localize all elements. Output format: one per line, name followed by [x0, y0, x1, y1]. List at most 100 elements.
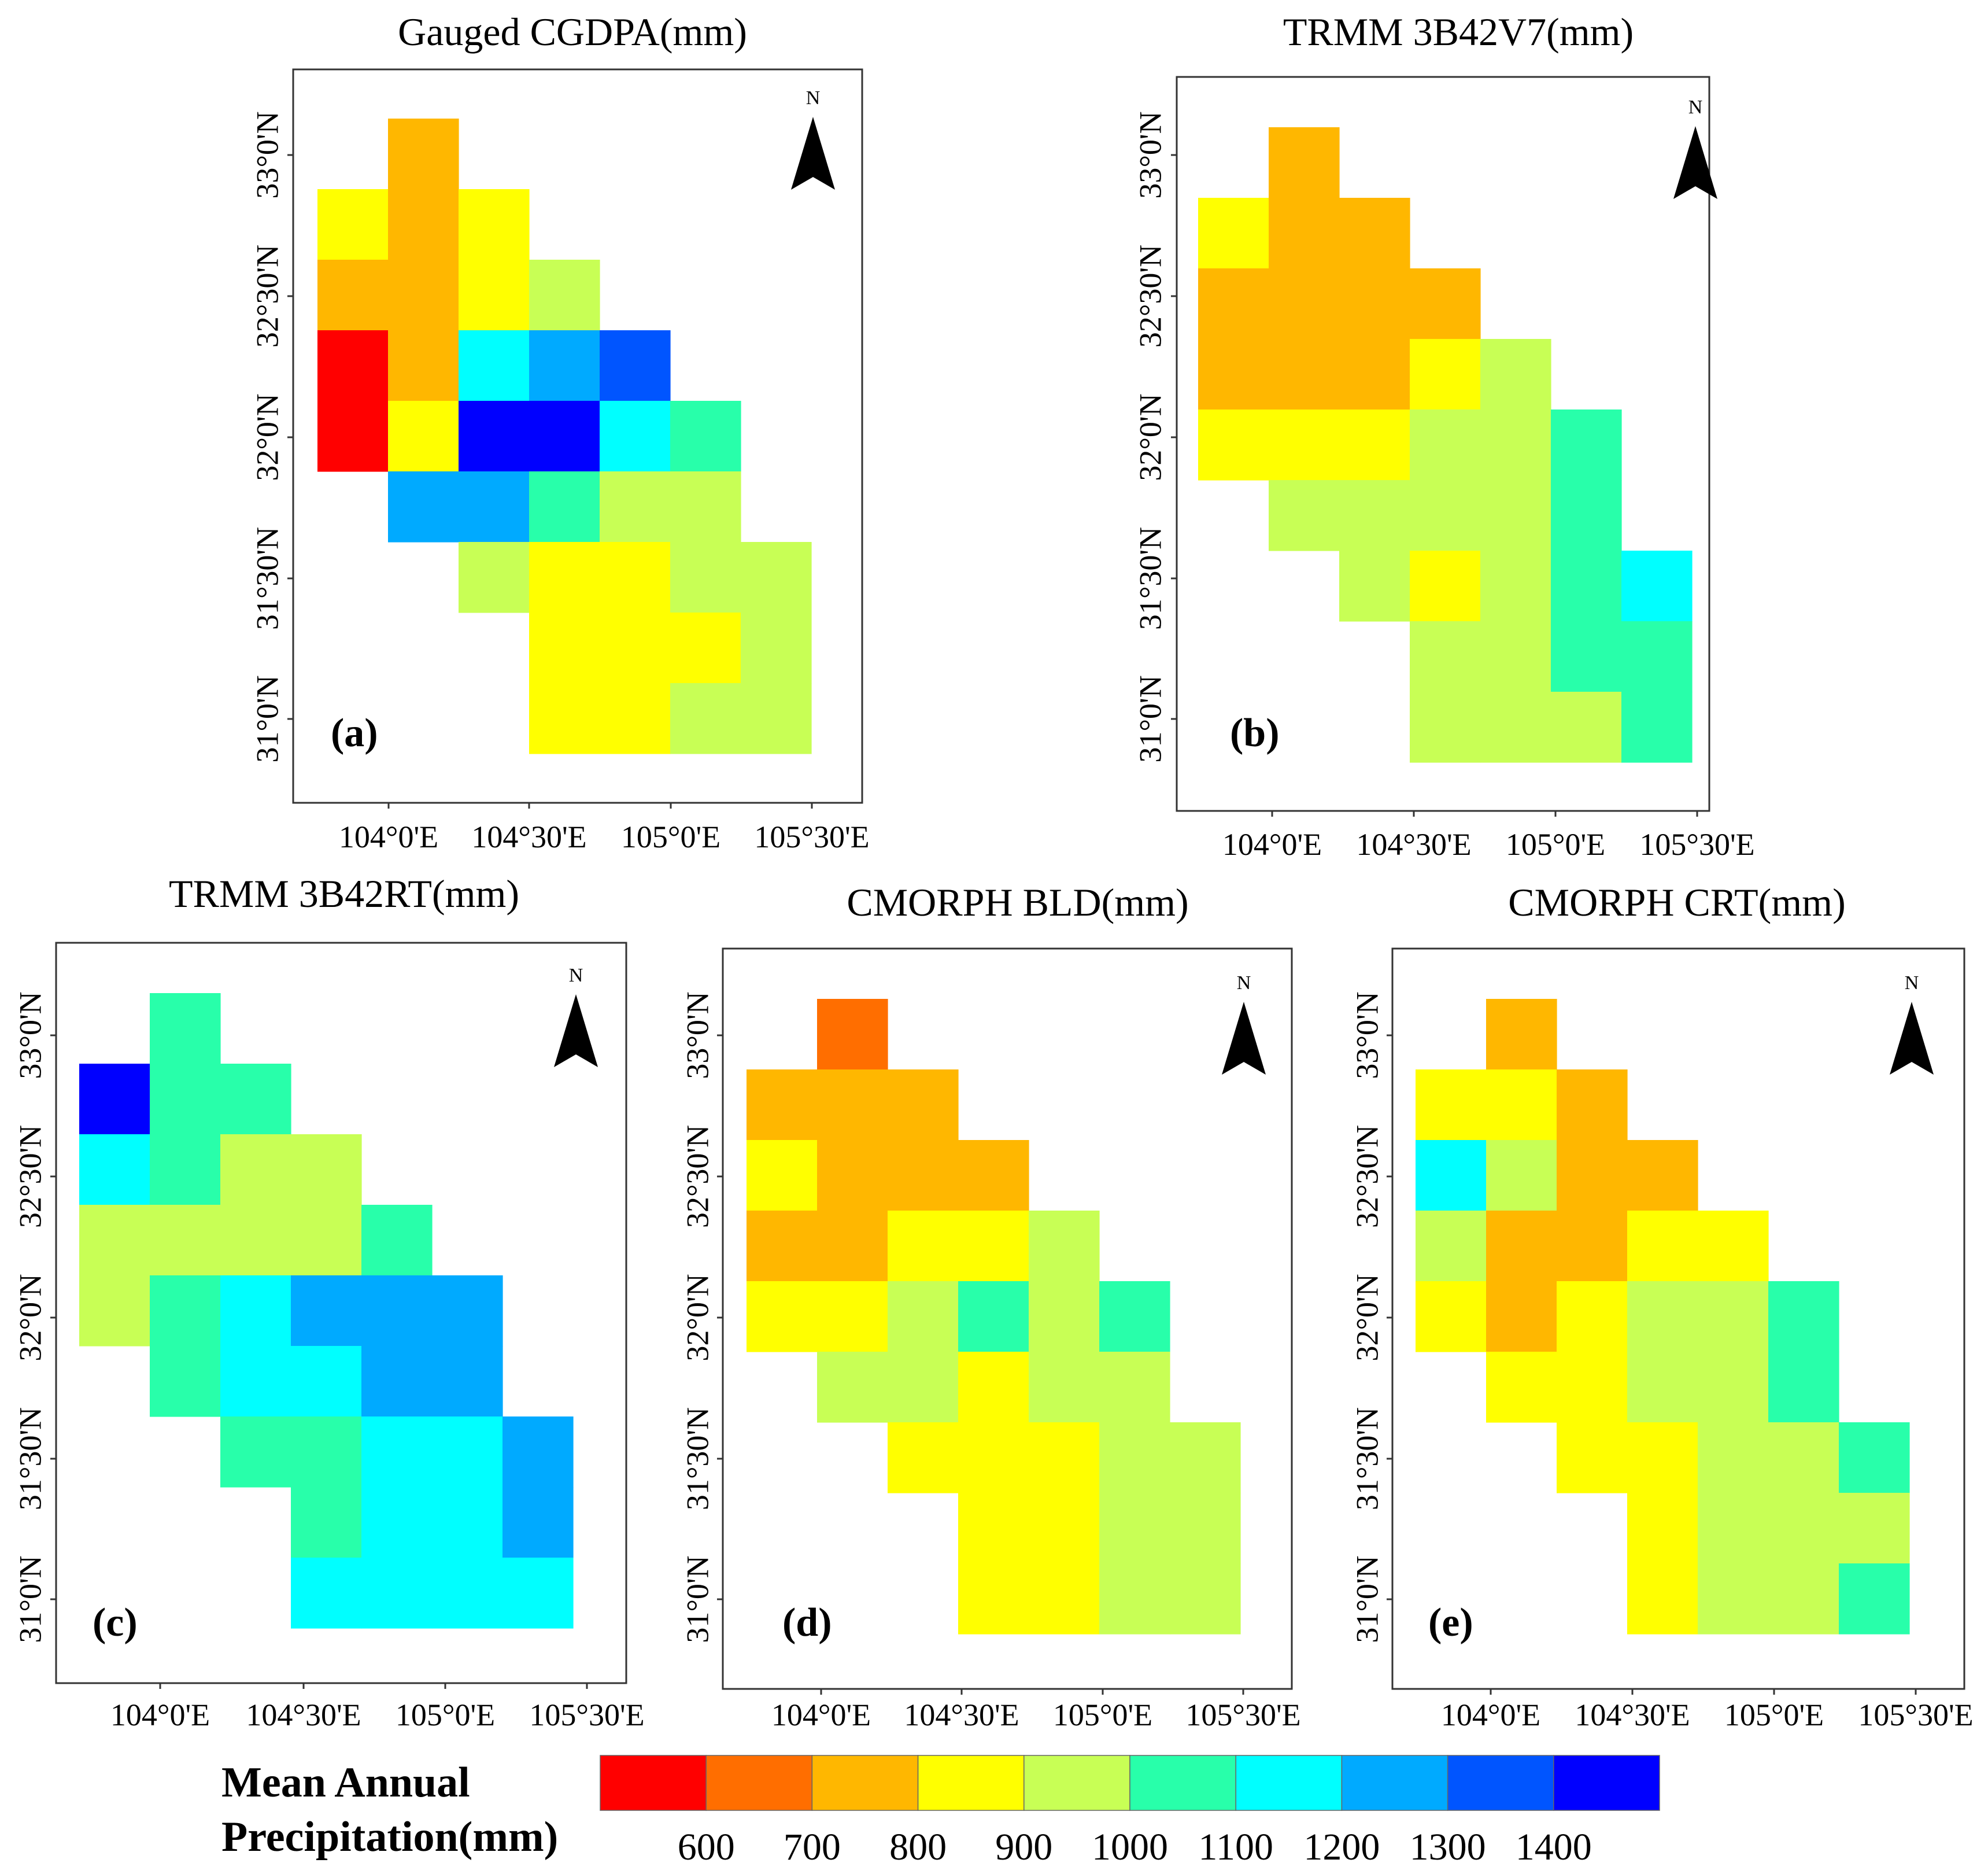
y-tick-label: 31°30'N [680, 1407, 715, 1510]
grid-cell [1557, 1211, 1628, 1282]
grid-cell [388, 471, 459, 543]
grid-cell [1410, 410, 1481, 481]
x-tick-label: 104°30'E [246, 1698, 361, 1732]
grid-cell [670, 471, 741, 543]
grid-cell [1410, 268, 1481, 340]
legend: Mean Annual Precipitation(mm) 600 700 800 900… [221, 1755, 1660, 1868]
grid-cell [317, 189, 389, 260]
grid-cell [670, 542, 741, 613]
legend-label: 900 [995, 1826, 1052, 1868]
legend-title-line1: Mean Annual [221, 1759, 470, 1806]
y-tick-label: 33°0'N [680, 991, 715, 1079]
map-panel-d: CMORPH BLD(mm) 104°0'E 104°30'E 105°0'E 105°… [680, 880, 1300, 1732]
x-tick-label: 104°0'E [339, 820, 438, 854]
grid-cell [1768, 1493, 1839, 1564]
grid-cell [888, 1281, 959, 1352]
x-tick-label: 105°0'E [1053, 1698, 1152, 1732]
grid-cell [1416, 1211, 1487, 1282]
panel-tag: (d) [782, 1600, 832, 1645]
grid-cell [150, 993, 221, 1064]
grid-cell [1198, 410, 1269, 481]
grid-cell [958, 1422, 1029, 1493]
grid-cell [1099, 1281, 1170, 1352]
grid-cell [1768, 1563, 1839, 1635]
grid-cell [1486, 1281, 1557, 1352]
grid-cell [1557, 1422, 1628, 1493]
y-tick-label: 33°0'N [13, 991, 47, 1079]
grid-cell [361, 1487, 433, 1558]
precipitation-grid [79, 993, 574, 1629]
y-tick-label: 32°30'N [680, 1125, 715, 1228]
grid-cell [317, 260, 389, 331]
y-tick-label: 32°0'N [1350, 1274, 1384, 1361]
grid-cell [1269, 410, 1340, 481]
grid-cell [291, 1205, 362, 1276]
grid-cell [600, 613, 671, 684]
y-tick-label: 31°30'N [13, 1407, 47, 1510]
y-tick-label: 33°0'N [1133, 111, 1167, 198]
panel-tag: (a) [331, 711, 378, 755]
grid-cell [1269, 339, 1340, 410]
grid-cell [1480, 551, 1551, 622]
grid-cell [1627, 1281, 1698, 1352]
grid-cell [150, 1275, 221, 1347]
grid-cell [600, 330, 671, 401]
y-tick-label: 32°0'N [1133, 393, 1167, 481]
grid-cell [1416, 1069, 1487, 1141]
grid-cell [958, 1563, 1029, 1635]
grid-cell [888, 1069, 959, 1141]
x-tick-label: 104°30'E [904, 1698, 1019, 1732]
north-arrow-icon: N [791, 87, 835, 190]
grid-cell [1480, 621, 1551, 692]
x-tick-label: 104°0'E [1441, 1698, 1540, 1732]
grid-cell [1029, 1352, 1100, 1423]
legend-swatch [1023, 1755, 1130, 1811]
y-tick-label: 31°30'N [1350, 1407, 1384, 1510]
grid-cell [432, 1558, 503, 1629]
grid-cell [361, 1558, 433, 1629]
grid-cell [79, 1064, 150, 1135]
grid-cell [291, 1487, 362, 1558]
x-tick-label: 104°30'E [1575, 1698, 1690, 1732]
grid-cell [1627, 1563, 1698, 1635]
north-arrow-icon: N [554, 965, 598, 1067]
grid-cell [79, 1134, 150, 1205]
grid-cell [1099, 1422, 1170, 1493]
panel-title: TRMM 3B42V7(mm) [1283, 10, 1634, 54]
grid-cell [432, 1346, 503, 1417]
grid-cell [1410, 551, 1481, 622]
grid-cell [291, 1275, 362, 1347]
grid-cell [600, 471, 671, 543]
x-tick-label: 105°30'E [1858, 1698, 1973, 1732]
grid-cell [741, 683, 812, 754]
legend-swatch [1341, 1755, 1448, 1811]
grid-cell [1621, 621, 1693, 692]
grid-cell [1269, 268, 1340, 340]
legend-label: 600 [678, 1826, 735, 1868]
grid-cell [1698, 1211, 1769, 1282]
y-tick-label: 31°0'N [1133, 675, 1167, 762]
grid-cell [529, 330, 600, 401]
grid-cell [670, 613, 741, 684]
grid-cell [1486, 1352, 1557, 1423]
grid-cell [388, 330, 459, 401]
panel-title: TRMM 3B42RT(mm) [169, 872, 519, 916]
legend-swatch [917, 1755, 1025, 1811]
y-tick-label: 31°0'N [1350, 1555, 1384, 1643]
grid-cell [1416, 1140, 1487, 1211]
grid-cell [150, 1205, 221, 1276]
grid-cell [220, 1275, 291, 1347]
panel-tag: (e) [1428, 1600, 1473, 1645]
grid-cell [1486, 1211, 1557, 1282]
grid-cell [150, 1346, 221, 1417]
grid-cell [361, 1275, 433, 1347]
grid-cell [1486, 1069, 1557, 1141]
grid-cell [529, 542, 600, 613]
grid-cell [291, 1346, 362, 1417]
y-tick-label: 32°30'N [1133, 245, 1167, 348]
grid-cell [388, 189, 459, 260]
legend-label: 1400 [1516, 1826, 1592, 1868]
grid-cell [1551, 410, 1622, 481]
grid-cell [1170, 1422, 1241, 1493]
grid-cell [1621, 551, 1693, 622]
